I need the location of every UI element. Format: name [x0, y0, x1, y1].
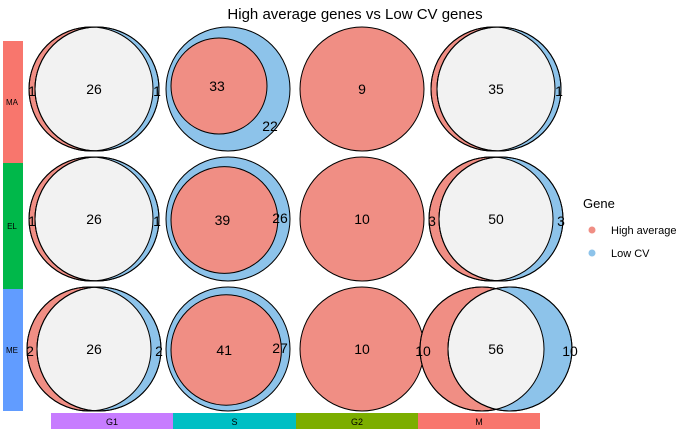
venn-panel-el-g2: 10 [299, 156, 425, 282]
chart-title: High average genes vs Low CV genes [227, 6, 482, 23]
low-cv-only-count: 10 [562, 343, 578, 359]
low-cv-outline [438, 156, 564, 282]
column-strip-label: M [475, 417, 483, 427]
column-strip-m [418, 413, 540, 429]
overlap-count: 41 [216, 342, 232, 358]
high-average-count: 10 [354, 211, 370, 227]
venn-panel-el-s: 39 26 [165, 156, 291, 282]
row-strip-label: MA [6, 98, 19, 107]
venn-panel-me-g1: 26 2 2 [26, 286, 163, 412]
low-cv-only-count: 27 [272, 340, 288, 356]
high-average-count: 9 [358, 81, 366, 97]
legend-swatch-high-average [588, 226, 596, 234]
column-strip-s [173, 413, 296, 429]
venn-panel-me-s: 41 27 [165, 286, 291, 412]
venn-panel-me-m: 56 10 10 [415, 286, 578, 412]
venn-panel-ma-g1: 26 1 1 [28, 26, 161, 152]
venn-panel-ma-m: 35 1 [430, 26, 563, 152]
venn-panel-ma-s: 33 22 [165, 26, 291, 152]
low-cv-outline [34, 156, 160, 282]
low-cv-only-count: 3 [557, 213, 565, 229]
column-strip-label: G2 [351, 417, 363, 427]
venn-panel-el-m: 50 3 3 [428, 156, 565, 282]
venn-panel-me-g2: 10 [299, 286, 425, 412]
high-average-outline [428, 156, 554, 282]
low-cv-only-count: 2 [155, 343, 163, 359]
high-average-circle [170, 37, 268, 135]
low-cv-only-count: 1 [555, 83, 563, 99]
high-average-only-count: 10 [415, 343, 431, 359]
facet-strips: MA EL ME G1 S G2 M [3, 41, 540, 429]
legend: Gene High average Low CV [583, 196, 676, 260]
legend-title: Gene [583, 196, 615, 211]
low-cv-outline [34, 26, 160, 152]
high-average-circle [299, 156, 425, 282]
high-average-circle [299, 26, 425, 152]
legend-label-high-average: High average [611, 225, 676, 237]
low-cv-only-count: 22 [262, 118, 278, 134]
legend-swatch-low-cv [588, 249, 596, 257]
row-strip-label: EL [7, 222, 17, 231]
low-cv-outline [447, 286, 573, 412]
overlap-count: 33 [209, 78, 225, 94]
overlap-count: 26 [86, 211, 102, 227]
overlap-count: 39 [215, 212, 231, 228]
overlap-count: 35 [488, 81, 504, 97]
low-cv-only-count: 1 [153, 83, 161, 99]
row-strip-label: ME [6, 346, 18, 355]
overlap-count: 50 [488, 211, 504, 227]
overlap-count: 26 [86, 81, 102, 97]
low-cv-outline [436, 26, 562, 152]
venn-panel-el-g1: 26 1 1 [28, 156, 161, 282]
high-average-only-count: 1 [28, 83, 36, 99]
high-average-circle [170, 166, 279, 274]
row-strip-el [3, 163, 23, 289]
column-strip-label: S [231, 417, 237, 427]
row-strip-ma [3, 41, 23, 163]
high-average-only-count: 1 [28, 213, 36, 229]
high-average-outline [26, 286, 152, 412]
venn-panel-ma-g2: 9 [299, 26, 425, 152]
low-cv-only-count: 1 [153, 213, 161, 229]
row-strip-me [3, 289, 23, 411]
high-average-count: 10 [354, 341, 370, 357]
column-strip-g1 [51, 413, 173, 429]
low-cv-outline [36, 286, 162, 412]
high-average-only-count: 2 [26, 343, 34, 359]
overlap-count: 26 [86, 341, 102, 357]
legend-label-low-cv: Low CV [611, 248, 650, 260]
column-strip-g2 [296, 413, 418, 429]
high-average-outline [419, 286, 545, 412]
column-strip-label: G1 [106, 417, 118, 427]
low-cv-only-count: 26 [272, 210, 288, 226]
high-average-circle [170, 294, 282, 406]
overlap-count: 56 [488, 341, 504, 357]
high-average-only-count: 3 [428, 213, 436, 229]
